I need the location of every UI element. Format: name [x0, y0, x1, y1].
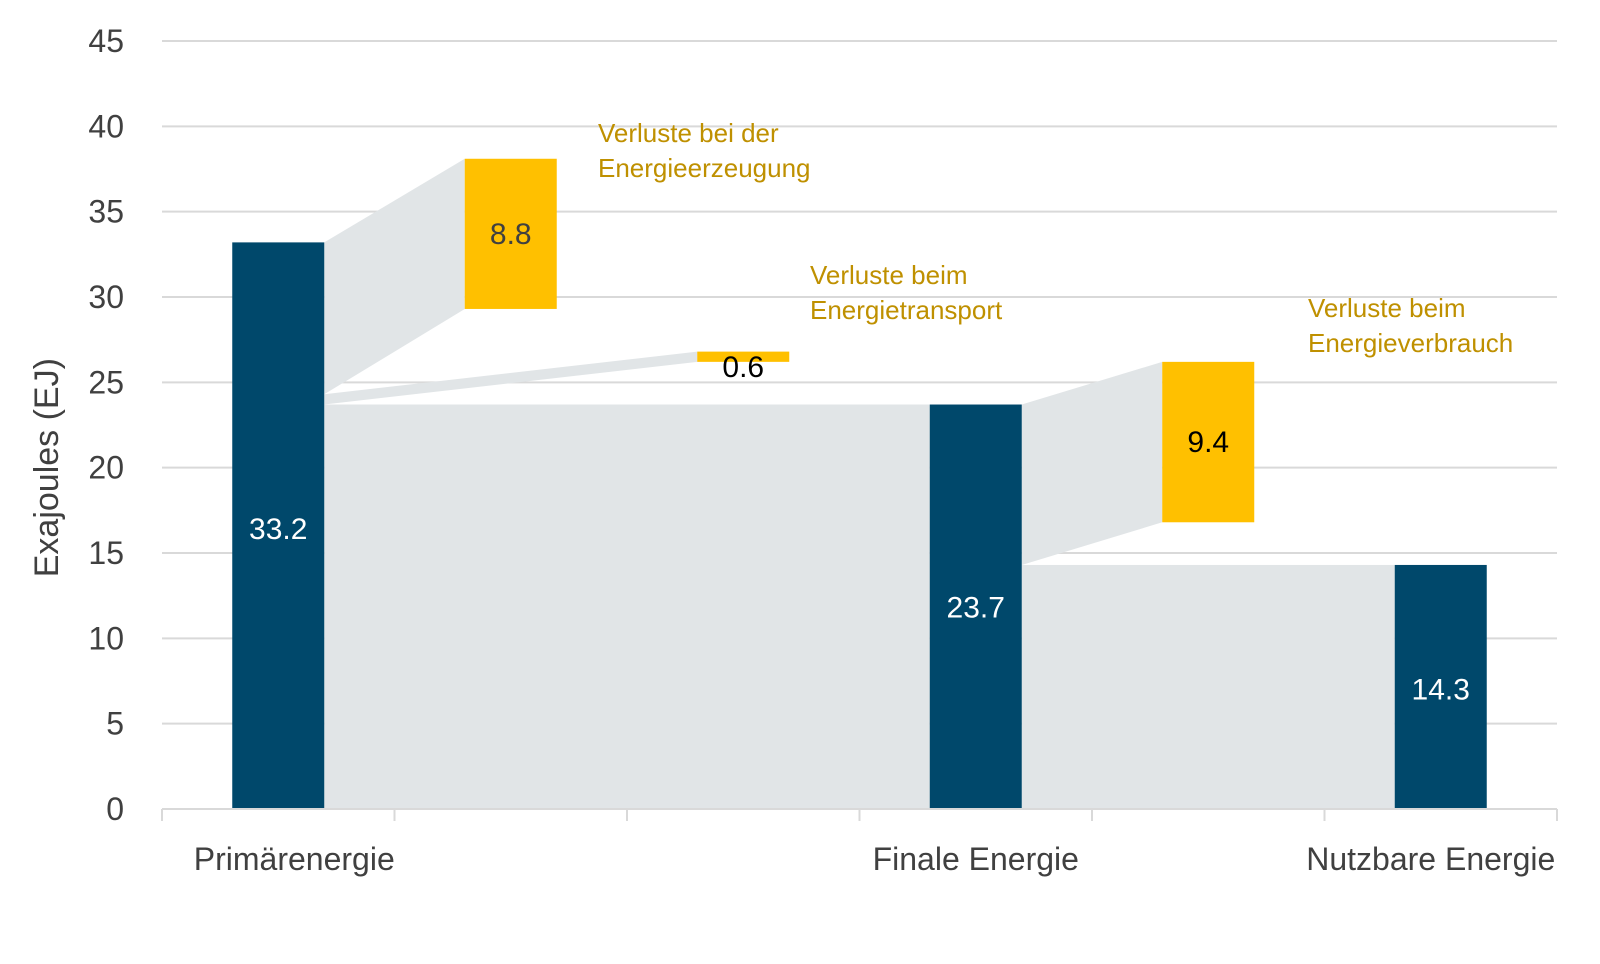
loss-value-label: 8.8: [490, 218, 532, 251]
y-tick-label: 30: [88, 279, 124, 315]
flow-band-transport: [324, 351, 698, 405]
y-tick-label: 45: [88, 23, 124, 59]
bar-nutzbare-energie: [1394, 564, 1487, 809]
y-tick-label: 0: [106, 791, 124, 827]
bar-prim-renergie: [232, 242, 325, 810]
y-tick-label: 40: [88, 108, 124, 144]
loss-value-label: 0.6: [722, 351, 764, 384]
y-axis-title: Exajoules (EJ): [28, 358, 66, 577]
bar-value-label: 23.7: [947, 592, 1005, 625]
x-category-label: Finale Energie: [873, 841, 1079, 877]
y-tick-label: 15: [88, 535, 124, 571]
loss-bar: [1162, 361, 1255, 523]
loss-annotation: Energieerzeugung: [598, 153, 811, 183]
flow-band-consumption: [1021, 361, 1163, 565]
x-category-label: Primärenergie: [194, 841, 395, 877]
loss-annotation: Energieverbrauch: [1308, 328, 1513, 358]
y-tick-label: 25: [88, 364, 124, 400]
bar-value-label: 33.2: [249, 513, 307, 546]
bar-finale-energie: [929, 404, 1022, 809]
y-tick-label: 35: [88, 194, 124, 230]
y-tick-label: 10: [88, 620, 124, 656]
loss-annotation: Verluste bei der: [598, 118, 779, 148]
flow-band-generation: [324, 158, 465, 395]
loss-annotation: Verluste beim: [810, 260, 968, 290]
flow-band-useful: [1021, 564, 1395, 809]
y-tick-label: 20: [88, 450, 124, 486]
loss-annotation: Verluste beim: [1308, 293, 1466, 323]
x-category-label: Nutzbare Energie: [1306, 841, 1555, 877]
loss-bar: [697, 351, 790, 362]
loss-value-label: 9.4: [1187, 426, 1229, 459]
y-tick-label: 5: [106, 706, 124, 742]
loss-annotation: Energietransport: [810, 295, 1003, 325]
loss-bar: [464, 158, 557, 309]
bar-value-label: 14.3: [1412, 674, 1470, 707]
flow-band-final: [324, 404, 930, 809]
